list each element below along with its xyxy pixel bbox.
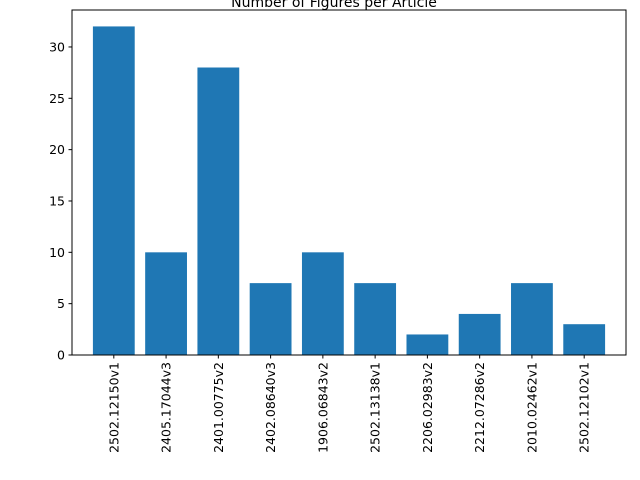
y-tick-label: 20 xyxy=(49,142,65,157)
bar-2401.00775v2 xyxy=(197,67,240,355)
y-axis: 0 5 10 15 20 25 30 xyxy=(49,39,72,363)
x-tick-label: 2010.02462v1 xyxy=(524,362,539,453)
y-tick-label: 10 xyxy=(49,245,65,260)
bar-2502.12102v1 xyxy=(563,324,606,355)
x-tick-label: 2502.12150v1 xyxy=(106,362,121,453)
x-tick-label: 2212.07286v2 xyxy=(472,362,487,453)
x-tick-label: 1906.06843v2 xyxy=(315,362,330,453)
x-tick-label: 2502.12102v1 xyxy=(577,362,592,453)
x-tick-label: 2405.17044v3 xyxy=(159,362,174,453)
x-axis: 2502.12150v1 2405.17044v3 2401.00775v2 2402… xyxy=(106,355,592,453)
bar-2502.13138v1 xyxy=(354,283,397,355)
bars-group xyxy=(92,26,606,356)
bar-2212.07286v2 xyxy=(458,313,501,355)
x-tick-label: 2502.13138v1 xyxy=(368,362,383,453)
y-tick-label: 30 xyxy=(49,39,65,54)
x-tick-label: 2401.00775v2 xyxy=(211,362,226,453)
y-tick-label: 0 xyxy=(57,348,65,363)
bar-2206.02983v2 xyxy=(406,334,449,355)
bar-1906.06843v2 xyxy=(301,252,344,355)
x-tick-label: 2402.08640v3 xyxy=(263,362,278,453)
chart-title: Number of Figures per Article xyxy=(231,0,437,11)
bar-2502.12150v1 xyxy=(92,26,135,356)
y-tick-label: 5 xyxy=(57,296,65,311)
y-tick-label: 25 xyxy=(49,91,65,106)
bar-2405.17044v3 xyxy=(145,252,187,355)
plot-frame xyxy=(71,9,627,356)
y-tick-label: 15 xyxy=(49,193,65,208)
bar-2010.02462v1 xyxy=(511,283,553,355)
x-tick-label: 2206.02983v2 xyxy=(420,362,435,453)
bar-2402.08640v3 xyxy=(249,283,292,355)
